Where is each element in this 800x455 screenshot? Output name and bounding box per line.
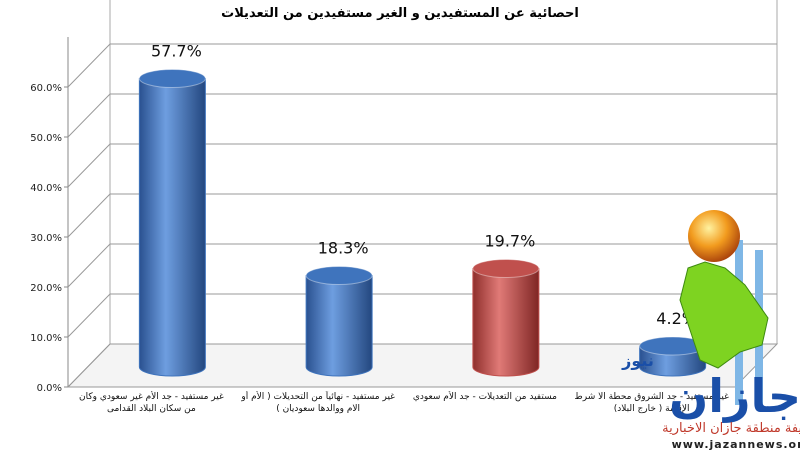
logo-caption: صحيفة منطقة جازان الاخبارية <box>662 421 800 436</box>
bar <box>138 78 206 377</box>
y-tick-label: 30.0% <box>30 233 62 244</box>
y-tick-label: 0.0% <box>37 383 62 394</box>
bar <box>305 275 373 377</box>
x-tick-label: غير مستفيد - نهائياً من التحديلات ( الأم… <box>241 392 395 414</box>
grid-line <box>67 243 777 288</box>
bar-top <box>305 266 373 285</box>
logo-globe <box>688 210 740 262</box>
chart-title: احصائية عن المستفيدين و الغير مستفيدين م… <box>221 6 579 21</box>
y-tick-label: 20.0% <box>30 283 62 294</box>
x-tick-label: غير مستفيد - جد الشروق محطة الا شرط الإق… <box>574 392 729 414</box>
y-tick-label: 40.0% <box>30 183 62 194</box>
x-tick-label: غير مستفيد - جد الأم غير سعودي وكان من س… <box>79 392 224 414</box>
logo-text: جازان <box>669 369 800 423</box>
bar-top <box>138 69 206 88</box>
grid-line <box>67 193 777 238</box>
grid-line <box>67 43 777 88</box>
grid-line <box>67 93 777 138</box>
logo-small: نيوز <box>621 351 654 370</box>
value-label: 57.7% <box>151 42 202 61</box>
value-label: 18.3% <box>318 239 369 258</box>
logo-map <box>679 261 769 369</box>
x-tick-label-box: مستفيد من التعديلات - جد الأم سعودي <box>412 392 557 402</box>
x-tick-label: مستفيد من التعديلات - جد الأم سعودي <box>412 392 557 402</box>
bar <box>472 268 540 377</box>
logo-url: www.jazannews.org <box>672 438 800 451</box>
value-label: 19.7% <box>484 232 535 251</box>
x-tick-label-box: غير مستفيد - جد الأم غير سعودي وكان من س… <box>79 392 224 414</box>
x-tick-label-box: غير مستفيد - نهائياً من التحديلات ( الأم… <box>241 392 395 414</box>
x-tick-label-box: غير مستفيد - جد الشروق محطة الا شرط الإق… <box>574 392 729 414</box>
grid-line <box>67 343 777 388</box>
y-tick-label: 50.0% <box>30 133 62 144</box>
bar-top <box>472 259 540 278</box>
y-tick-label: 10.0% <box>30 333 62 344</box>
grid-line <box>67 293 777 338</box>
grid-line <box>67 143 777 188</box>
watermark: جازان نيوز صحيفة منطقة جازان الاخبارية w… <box>621 210 800 451</box>
y-tick-label: 60.0% <box>30 83 62 94</box>
